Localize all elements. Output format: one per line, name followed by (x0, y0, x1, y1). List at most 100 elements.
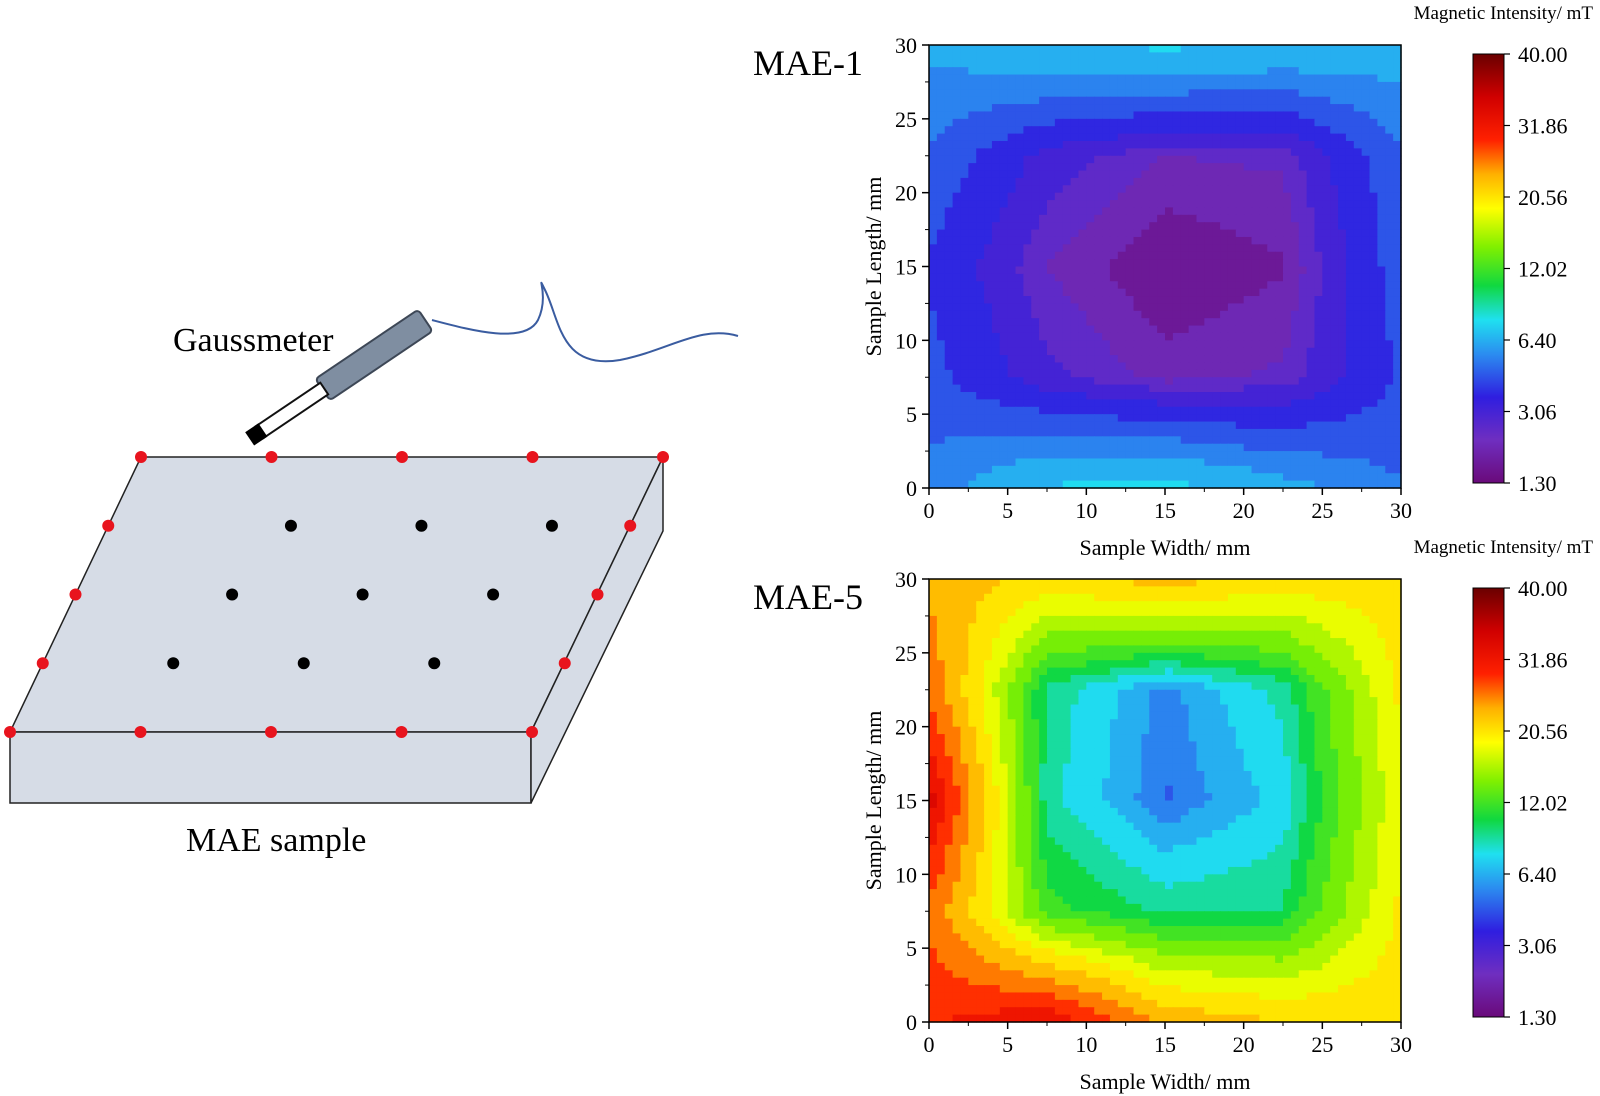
heatmap-cell (1157, 362, 1166, 371)
heatmap-cell (1393, 480, 1402, 489)
heatmap-cell (1306, 428, 1316, 437)
heatmap-cell (1314, 236, 1323, 245)
heatmap-cell (960, 207, 969, 216)
heatmap-cell (999, 222, 1009, 231)
heatmap-cell (1369, 296, 1378, 305)
heatmap-cell (1188, 660, 1198, 669)
heatmap-cell (1007, 118, 1017, 127)
heatmap-cell (1361, 155, 1371, 164)
heatmap-cell (1369, 74, 1378, 83)
heatmap-cell (1007, 89, 1017, 98)
heatmap-cell (1314, 192, 1323, 201)
heatmap-cell (1338, 200, 1347, 209)
heatmap-cell (1149, 177, 1158, 186)
heatmap-cell (968, 362, 977, 371)
heatmap-cell (976, 377, 985, 386)
heatmap-cell (1227, 623, 1237, 632)
heatmap-cell (1149, 200, 1158, 209)
heatmap-cell (984, 207, 993, 216)
heatmap-cell (1330, 377, 1339, 386)
heatmap-cell (1031, 273, 1040, 282)
heatmap-cell (936, 689, 946, 698)
heatmap-cell (1267, 392, 1276, 400)
heatmap-cell (1204, 200, 1213, 209)
heatmap-cell (1204, 347, 1213, 356)
heatmap-cell (984, 480, 993, 489)
heatmap-cell (984, 163, 993, 172)
heatmap-cell (1290, 81, 1300, 90)
heatmap-cell (1015, 608, 1024, 617)
heatmap-cell (1157, 579, 1166, 587)
heatmap-cell (1283, 67, 1292, 76)
heatmap-cell (1330, 192, 1339, 201)
heatmap-cell (929, 222, 938, 231)
heatmap-cell (1353, 473, 1363, 482)
heatmap-cell (944, 734, 954, 743)
heatmap-cell (1298, 726, 1308, 735)
heatmap-cell (1267, 229, 1276, 238)
heatmap-cell (1306, 399, 1316, 408)
heatmap-cell (1125, 288, 1135, 297)
heatmap-cell (1345, 214, 1355, 223)
heatmap-cell (1314, 229, 1323, 238)
heatmap-cell (1220, 133, 1229, 142)
colorbar-tick-label: 1.30 (1518, 471, 1557, 496)
heatmap-cell (1039, 325, 1048, 334)
heatmap-cell (1094, 192, 1103, 201)
heatmap-cell (1369, 155, 1378, 164)
heatmap-cell (1070, 362, 1080, 371)
heatmap-cell (976, 126, 985, 135)
heatmap-cell (1353, 126, 1363, 135)
heatmap-cell (1070, 593, 1080, 602)
heatmap-cell (1141, 406, 1150, 415)
heatmap-cell (1220, 89, 1229, 98)
heatmap-cell (1109, 414, 1119, 423)
heatmap-cell (960, 177, 969, 186)
heatmap-cell (1290, 177, 1300, 186)
heatmap-cell (999, 623, 1009, 632)
heatmap-cell (944, 104, 954, 113)
heatmap-cell (984, 52, 993, 61)
heatmap-cell (1338, 436, 1347, 445)
heatmap-cell (1054, 428, 1064, 437)
heatmap-cell (976, 593, 985, 602)
heatmap-cell (1109, 170, 1119, 179)
heatmap-cell (1306, 608, 1316, 617)
heatmap-cell (1385, 104, 1394, 113)
heatmap-cell (1172, 332, 1182, 341)
heatmap-cell (1298, 325, 1308, 334)
heatmap-cell (1267, 608, 1276, 617)
heatmap-cell (1235, 414, 1245, 423)
heatmap-cell (1338, 126, 1347, 135)
heatmap-cell (1212, 682, 1221, 691)
heatmap-cell (1007, 163, 1017, 172)
heatmap-cell (1251, 726, 1260, 735)
heatmap-cell (1165, 369, 1174, 378)
heatmap-cell (1133, 347, 1142, 356)
heatmap-cell (1188, 608, 1198, 617)
heatmap-cell (1330, 214, 1339, 223)
heatmap-cell (1298, 244, 1308, 253)
heatmap-cell (1023, 443, 1032, 452)
heatmap-cell (1023, 59, 1032, 68)
heatmap-cell (1322, 682, 1331, 691)
heatmap-cell (976, 674, 985, 683)
heatmap-cell (1385, 697, 1394, 706)
heatmap-cell (1361, 586, 1371, 595)
heatmap-cell (1172, 229, 1182, 238)
heatmap-cell (1047, 192, 1056, 201)
heatmap-cell (1157, 674, 1166, 683)
heatmap-cell (1393, 704, 1402, 713)
heatmap-cell (1086, 414, 1095, 423)
heatmap-cell (1007, 615, 1017, 624)
heatmap-cell (1290, 667, 1300, 676)
heatmap-cell (1078, 244, 1087, 253)
heatmap-cell (1212, 465, 1221, 474)
heatmap-cell (1204, 229, 1213, 238)
heatmap-cell (1023, 421, 1032, 430)
heatmap-cell (1031, 67, 1040, 76)
heatmap-cell (1322, 303, 1331, 312)
heatmap-cell (1039, 586, 1048, 595)
heatmap-cell (1353, 579, 1363, 587)
heatmap-cell (1157, 266, 1166, 275)
